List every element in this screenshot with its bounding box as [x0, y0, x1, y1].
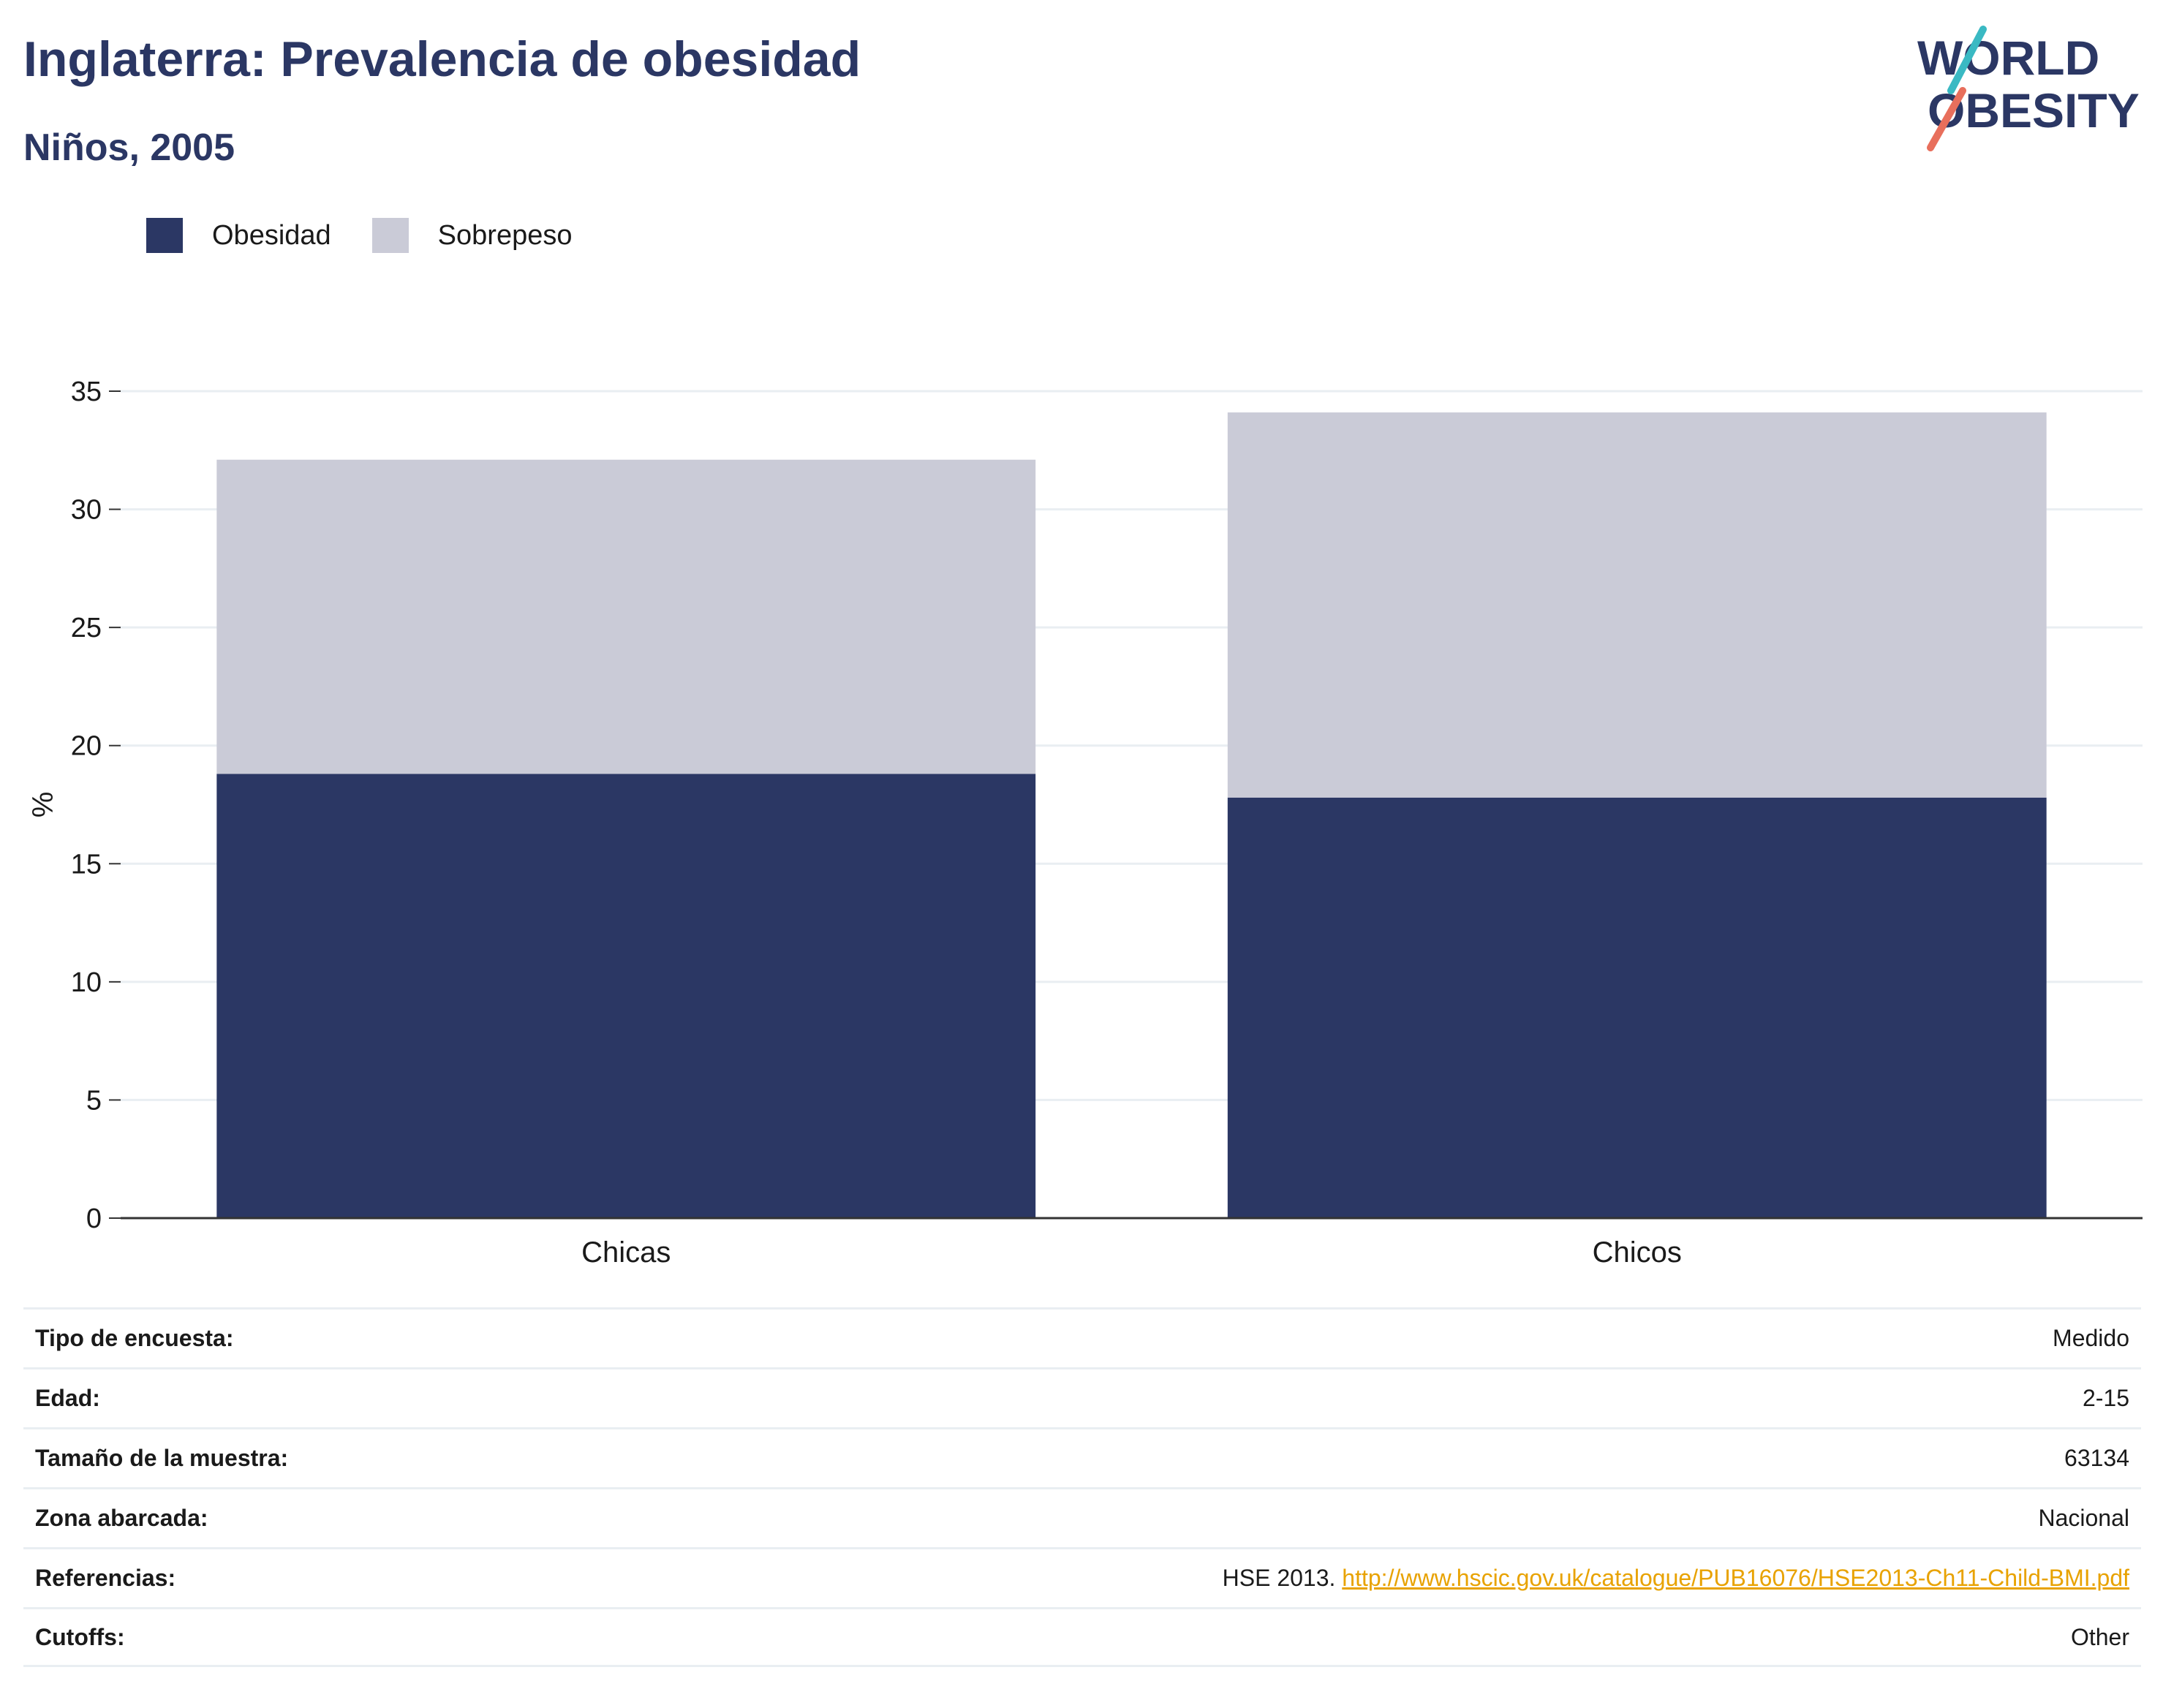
chart-subtitle: Niños, 2005 — [23, 126, 235, 169]
chart-title: Inglaterra: Prevalencia de obesidad — [23, 31, 861, 87]
y-tick-label: 20 — [71, 731, 102, 762]
meta-key: Tipo de encuesta: — [35, 1325, 234, 1351]
meta-key: Cutoffs: — [35, 1623, 125, 1650]
legend-label-obesidad: Obesidad — [212, 219, 331, 251]
meta-value: HSE 2013. http://www.hscic.gov.uk/catalo… — [1223, 1565, 2129, 1592]
bar-sobrepeso-chicas — [216, 459, 1036, 774]
survey-info-table: Tipo de encuesta: Medido Edad: 2-15 Tama… — [23, 1307, 2141, 1667]
reference-link[interactable]: http://www.hscic.gov.uk/catalogue/PUB160… — [1342, 1565, 2129, 1591]
y-tick-label: 35 — [71, 377, 102, 407]
x-tick-label: Chicos — [1593, 1236, 1682, 1269]
reference-text: HSE 2013. — [1222, 1565, 1343, 1591]
legend-item-obesidad: Obesidad — [146, 218, 331, 253]
meta-row-edad: Edad: 2-15 — [23, 1367, 2141, 1427]
meta-row-muestra: Tamaño de la muestra: 63134 — [23, 1427, 2141, 1487]
y-tick-label: 25 — [71, 613, 102, 643]
y-axis-label: % — [27, 792, 59, 818]
meta-row-cutoffs: Cutoffs: Other — [23, 1607, 2141, 1667]
meta-value: 2-15 — [2082, 1385, 2129, 1411]
legend-label-sobrepeso: Sobrepeso — [437, 219, 573, 251]
y-tick-label: 10 — [71, 967, 102, 998]
stacked-bar-chart: 0 5 10 15 20 25 30 35% Chicas Chicos — [27, 377, 2143, 1269]
meta-value: Other — [2070, 1623, 2129, 1650]
meta-value: Nacional — [2038, 1505, 2129, 1531]
bar-sobrepeso-chicos — [1227, 412, 2047, 798]
meta-key: Edad: — [35, 1385, 100, 1411]
meta-value: 63134 — [2064, 1445, 2129, 1471]
y-tick-label: 5 — [86, 1085, 102, 1116]
chart-legend: Obesidad Sobrepeso — [146, 218, 613, 253]
meta-value: Medido — [2053, 1325, 2129, 1351]
meta-row-zona: Zona abarcada: Nacional — [23, 1487, 2141, 1547]
legend-item-sobrepeso: Sobrepeso — [371, 218, 573, 253]
world-obesity-logo: WORLD OBESITY — [1917, 26, 2140, 151]
x-tick-label: Chicas — [581, 1236, 671, 1269]
bar-obesidad-chicos — [1227, 797, 2047, 1218]
y-tick-label: 0 — [86, 1203, 102, 1234]
meta-row-referencias: Referencias: HSE 2013. http://www.hscic.… — [23, 1547, 2141, 1607]
meta-key: Referencias: — [35, 1565, 176, 1591]
meta-key: Tamaño de la muestra: — [35, 1445, 289, 1471]
legend-swatch-obesidad — [146, 218, 183, 253]
svg-text:WORLD: WORLD — [1917, 31, 2099, 85]
meta-key: Zona abarcada: — [35, 1505, 208, 1531]
y-tick-label: 30 — [71, 495, 102, 526]
y-tick-label: 15 — [71, 849, 102, 880]
meta-row-tipo: Tipo de encuesta: Medido — [23, 1307, 2141, 1367]
legend-swatch-sobrepeso — [371, 218, 409, 253]
bar-obesidad-chicas — [216, 774, 1036, 1218]
